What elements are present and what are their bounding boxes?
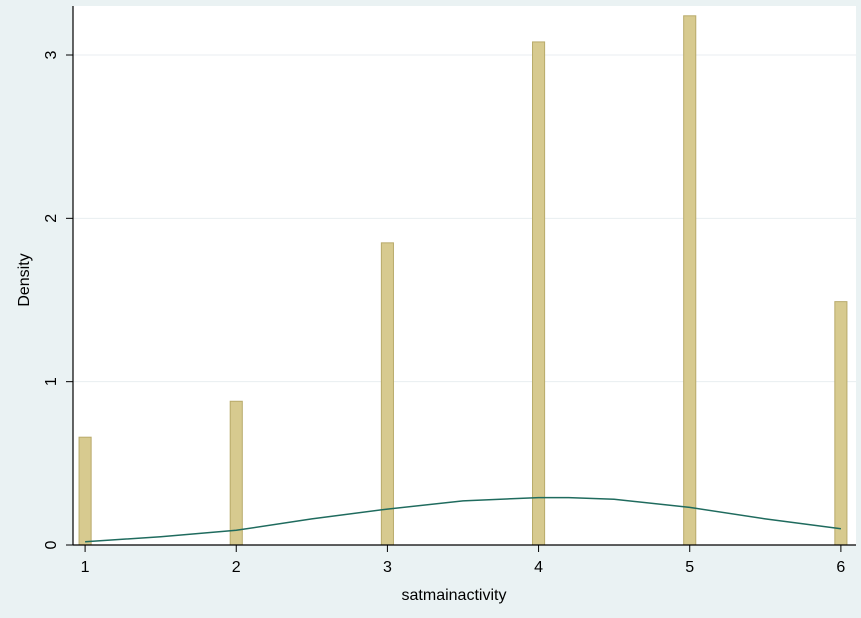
y-tick-label: 3 bbox=[43, 50, 60, 59]
x-tick-label: 4 bbox=[534, 559, 543, 576]
histogram-bar bbox=[834, 301, 848, 546]
histogram-bar bbox=[229, 400, 243, 546]
histogram-bar bbox=[532, 41, 546, 546]
grid-lines bbox=[73, 54, 856, 383]
histogram-bar bbox=[683, 15, 697, 546]
tick-labels: 0 1 2 3 1 2 3 4 5 6 bbox=[43, 50, 845, 576]
x-tick-label: 2 bbox=[232, 559, 241, 576]
y-tick-label: 0 bbox=[43, 540, 60, 549]
x-tick-label: 5 bbox=[685, 559, 694, 576]
x-tick-label: 3 bbox=[383, 559, 392, 576]
axes bbox=[66, 6, 856, 552]
y-tick-label: 2 bbox=[43, 214, 60, 223]
x-tick-label: 1 bbox=[81, 559, 90, 576]
y-axis-label: Density bbox=[16, 253, 33, 306]
x-tick-label: 6 bbox=[836, 559, 845, 576]
histogram-bar bbox=[78, 436, 92, 546]
x-axis-label: satmainactivity bbox=[402, 587, 507, 604]
histogram-bar bbox=[380, 242, 394, 546]
histogram-bars bbox=[78, 15, 848, 546]
y-tick-label: 1 bbox=[43, 377, 60, 386]
plot-area bbox=[73, 6, 856, 545]
density-curve bbox=[85, 496, 841, 543]
